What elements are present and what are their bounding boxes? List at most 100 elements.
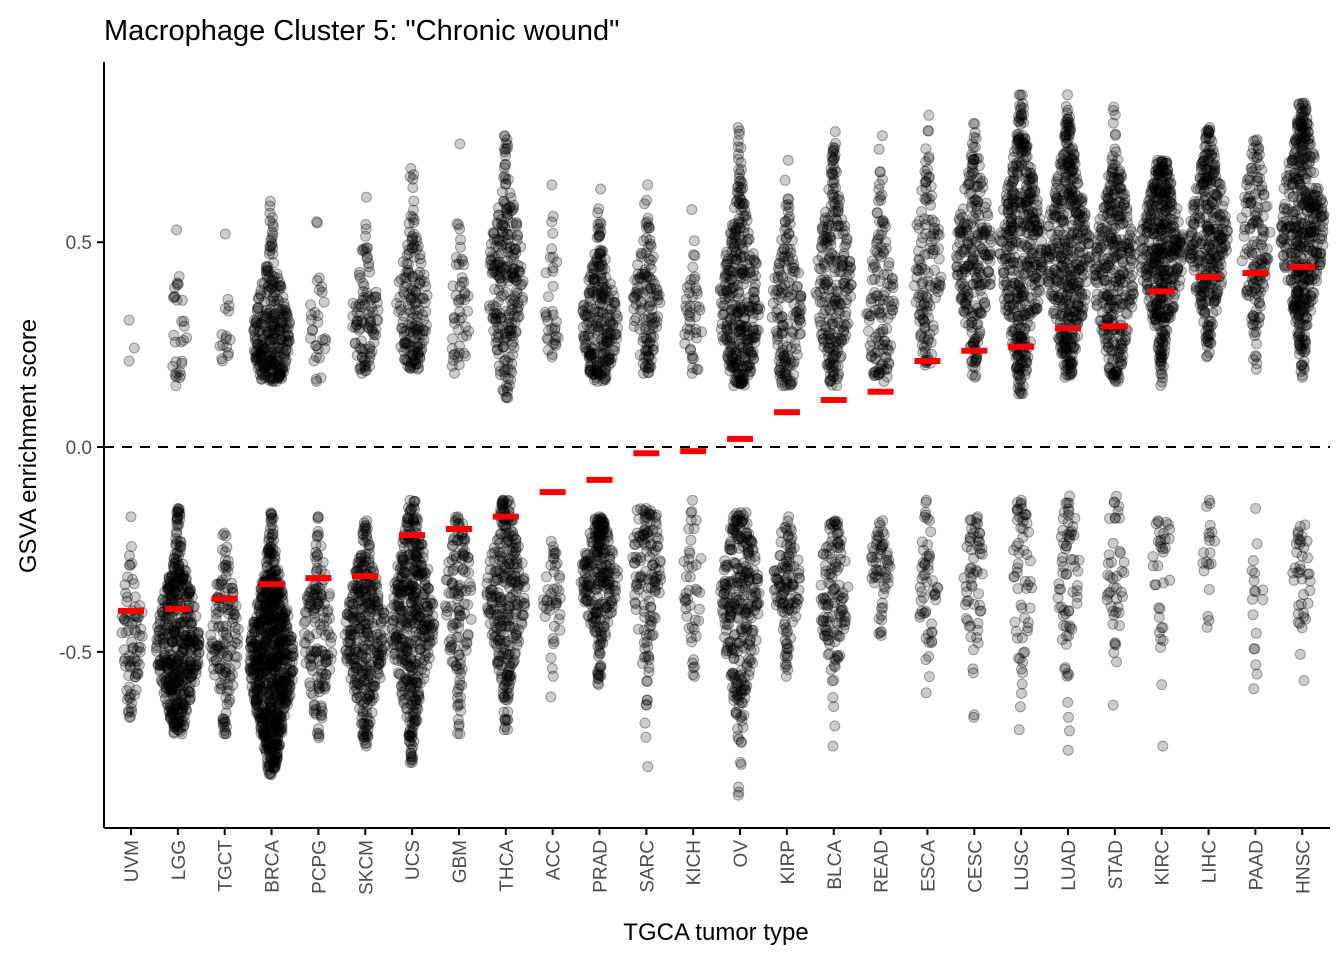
data-point — [171, 667, 183, 679]
data-point — [171, 528, 183, 540]
data-point — [490, 565, 502, 577]
data-point — [642, 761, 654, 773]
data-point — [508, 342, 520, 353]
data-point — [165, 581, 176, 593]
data-point — [128, 689, 140, 701]
data-point — [307, 324, 319, 336]
data-point — [683, 329, 695, 341]
data-point — [504, 582, 516, 594]
data-point — [399, 672, 411, 684]
data-point — [169, 291, 181, 302]
data-point — [605, 303, 617, 314]
data-point — [185, 676, 197, 688]
data-point — [173, 612, 185, 624]
data-point — [155, 624, 167, 636]
data-point — [638, 624, 650, 636]
data-point — [495, 266, 507, 278]
data-point — [166, 649, 178, 661]
data-point — [170, 356, 182, 368]
data-point — [637, 287, 649, 299]
data-point — [690, 300, 702, 312]
data-point — [553, 613, 565, 625]
data-point — [553, 570, 565, 582]
data-point — [449, 348, 461, 360]
data-point — [193, 633, 205, 645]
data-point — [687, 261, 699, 273]
data-point — [410, 513, 422, 525]
data-point — [178, 675, 190, 686]
data-point — [688, 273, 700, 285]
data-point — [168, 717, 180, 729]
data-point — [179, 655, 191, 667]
data-point — [132, 667, 144, 679]
data-point — [184, 694, 195, 705]
data-point — [171, 682, 183, 694]
data-point — [641, 699, 652, 711]
data-point — [219, 546, 231, 558]
data-point — [310, 351, 322, 363]
data-point — [127, 573, 139, 585]
data-point — [279, 607, 291, 619]
data-point — [685, 344, 696, 356]
data-point — [152, 658, 164, 670]
data-point — [175, 707, 187, 719]
data-point — [453, 359, 465, 371]
data-point — [264, 207, 276, 219]
data-point — [178, 659, 190, 671]
data-point — [124, 661, 136, 673]
data-point — [606, 601, 618, 613]
data-point — [168, 659, 179, 670]
data-point — [454, 223, 466, 235]
data-point — [162, 622, 174, 634]
data-point — [631, 527, 643, 539]
data-point — [165, 713, 177, 725]
data-point — [185, 617, 197, 629]
data-point — [352, 556, 364, 568]
data-point — [268, 534, 280, 546]
data-point — [168, 552, 180, 564]
data-point — [284, 663, 296, 675]
data-point — [280, 345, 292, 357]
data-point — [481, 587, 493, 598]
data-point — [169, 669, 181, 681]
data-point — [163, 629, 175, 641]
data-point — [123, 314, 135, 326]
data-point — [406, 750, 417, 762]
data-point — [275, 587, 286, 599]
data-point — [453, 631, 464, 643]
data-point — [508, 600, 520, 611]
data-point — [124, 660, 136, 671]
data-point — [171, 642, 183, 654]
data-point — [169, 369, 181, 381]
data-point — [171, 655, 183, 667]
data-point — [160, 675, 172, 686]
data-point — [360, 191, 372, 203]
data-point — [122, 625, 134, 637]
data-point — [174, 567, 186, 578]
data-point — [170, 641, 182, 653]
data-point — [357, 718, 368, 730]
data-point — [175, 636, 186, 648]
data-point — [157, 677, 169, 689]
data-point — [213, 606, 225, 618]
data-point — [161, 583, 173, 595]
data-point — [510, 545, 522, 557]
data-point — [602, 565, 613, 577]
data-point — [514, 266, 526, 278]
data-point — [119, 613, 130, 625]
data-point — [170, 717, 182, 729]
data-point — [123, 355, 135, 367]
data-point — [129, 624, 141, 636]
data-point — [229, 622, 241, 633]
data-point — [167, 292, 179, 303]
data-point — [347, 666, 359, 678]
data-point — [177, 637, 189, 649]
data-point — [176, 357, 188, 369]
data-point — [171, 535, 183, 547]
data-point — [363, 322, 375, 334]
data-point — [177, 656, 189, 668]
data-point — [175, 664, 187, 676]
data-point — [248, 641, 260, 653]
data-point — [181, 591, 193, 603]
